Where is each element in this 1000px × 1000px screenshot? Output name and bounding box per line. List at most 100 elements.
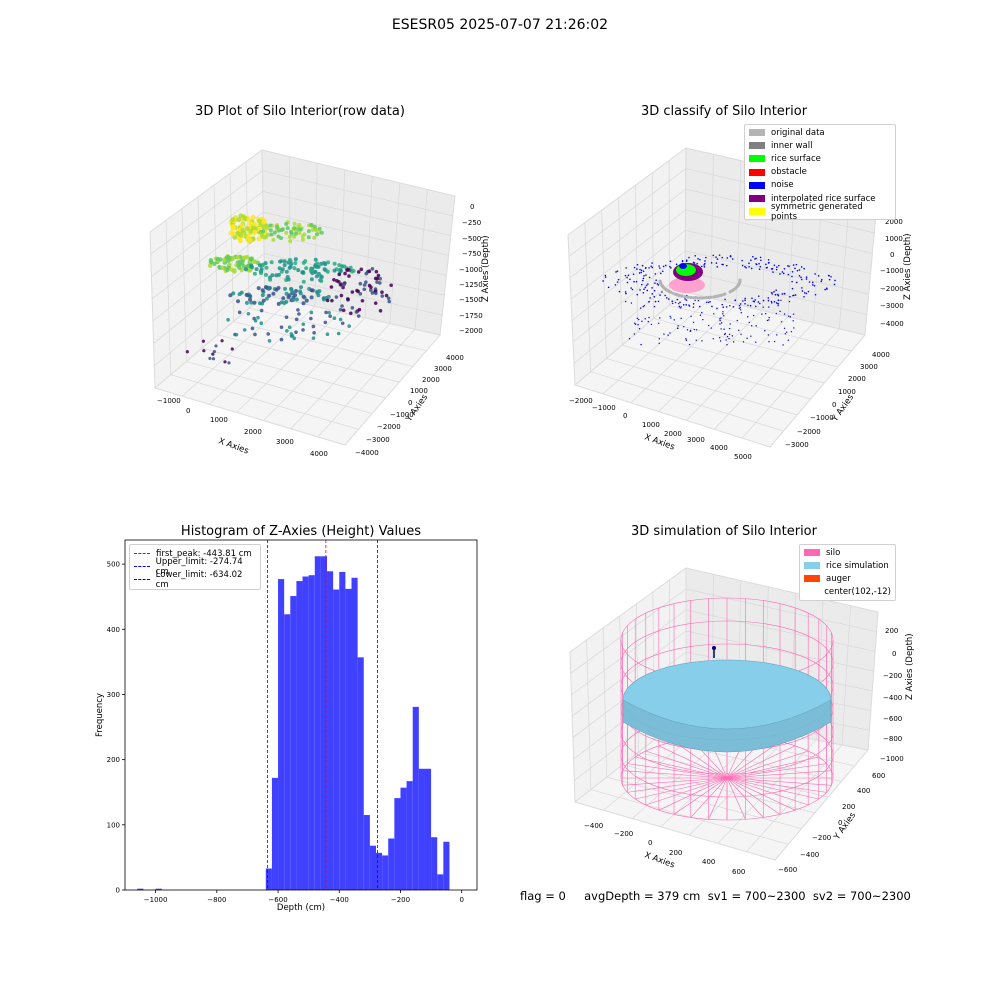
scatter-point	[334, 295, 339, 299]
scatter-point	[322, 267, 327, 272]
scatter-point	[358, 292, 363, 296]
noise-point	[715, 256, 717, 258]
legend-entry: symmetric generated points	[745, 202, 895, 222]
scatter-point	[294, 297, 299, 302]
silo-floor-spoke	[726, 777, 746, 820]
noise-point	[640, 343, 642, 346]
silo-floor-spoke	[673, 777, 728, 815]
noise-point	[725, 339, 727, 341]
scatter-point	[287, 265, 292, 270]
x-tick-label: −2000	[569, 397, 593, 405]
pane-gridline	[573, 271, 686, 364]
x-tick-label: −1000	[144, 896, 168, 904]
pane-gridline	[630, 304, 737, 403]
noise-point	[641, 279, 644, 282]
noise-point	[791, 275, 793, 278]
noise-point	[741, 259, 743, 262]
scatter-point	[288, 239, 293, 244]
noise-point	[759, 256, 762, 259]
noise-point	[658, 342, 660, 345]
noise-point	[721, 303, 724, 306]
noise-point	[811, 281, 814, 284]
noise-point	[644, 318, 646, 320]
histogram-bar	[418, 768, 425, 890]
plot2-y-ticks: −3000 −2000 −1000 0 1000 2000 3000 4000	[785, 351, 890, 449]
pane-gridline	[151, 211, 264, 300]
silo-floor-spoke	[726, 741, 781, 779]
scatter-point	[249, 300, 254, 305]
scatter-point	[261, 298, 266, 303]
noise-point	[722, 263, 724, 266]
scatter-point	[301, 328, 305, 332]
plot2-title: 3D classify of Silo Interior	[640, 104, 808, 119]
noise-point	[700, 265, 703, 268]
histogram-xlabel: Depth (cm)	[277, 903, 325, 913]
original-data-point	[676, 293, 680, 297]
noise-point	[633, 322, 636, 324]
pane-gridline	[569, 188, 686, 279]
noise-point	[812, 284, 814, 286]
noise-point	[669, 265, 671, 268]
noise-point	[773, 340, 776, 343]
scatter-point	[330, 298, 334, 303]
plot3-title: Histogram of Z-Axies (Height) Values	[180, 524, 422, 539]
scatter-point	[256, 236, 262, 242]
noise-point	[775, 312, 778, 315]
noise-point	[679, 307, 681, 309]
scatter-point	[229, 267, 234, 272]
rice-surface-mesh	[622, 659, 832, 741]
noise-point	[685, 338, 687, 340]
noise-point	[731, 258, 734, 260]
plot2-z-ticks: 2000 1000 0 −1000 −2000 −3000 −4000	[880, 218, 904, 328]
noise-point	[729, 255, 732, 258]
histogram-bar	[327, 571, 334, 890]
scatter-point	[346, 267, 350, 272]
noise-point	[720, 322, 723, 324]
x-tick-label: −600	[268, 896, 287, 904]
scatter-point	[268, 228, 273, 233]
original-data-point	[704, 296, 708, 300]
noise-point	[720, 328, 722, 330]
noise-point	[795, 263, 798, 266]
pane-gridline	[685, 250, 869, 295]
noise-point	[648, 267, 650, 269]
noise-point	[744, 265, 746, 268]
scatter-point	[220, 339, 224, 343]
noise-point	[791, 280, 793, 283]
original-data-point	[716, 294, 720, 298]
noise-point	[748, 321, 750, 324]
scatter-point	[261, 229, 266, 234]
legend-entry: auger	[800, 572, 895, 585]
scatter-point	[301, 279, 306, 284]
scatter-point	[246, 311, 251, 316]
noise-point	[729, 323, 731, 325]
scatter-point	[277, 266, 282, 271]
histogram-bar	[320, 556, 328, 890]
scatter-point	[347, 324, 351, 328]
noise-point	[775, 289, 777, 292]
noise-point	[755, 325, 757, 327]
noise-point	[759, 265, 762, 268]
original-data-point	[722, 292, 726, 296]
noise-point	[750, 267, 753, 270]
scatter-point	[292, 234, 297, 239]
scatter-point	[220, 265, 225, 271]
noise-point	[624, 300, 627, 303]
scatter-point	[301, 301, 306, 306]
histogram-bar	[363, 815, 370, 890]
legend-swatch	[804, 575, 820, 583]
legend-entry: silo	[800, 546, 895, 559]
scatter-point	[327, 310, 331, 315]
y-tick-label: 400	[857, 787, 870, 795]
noise-point	[705, 301, 708, 304]
scatter-point	[268, 223, 273, 228]
silo-floor-spoke	[726, 750, 809, 779]
x-tick-label: 1000	[210, 416, 228, 424]
plot1-z-ticks: 0 −250 −500 −750 −1000 −1250 −1500 −1750…	[459, 203, 483, 335]
z-tick-label: −750	[462, 250, 481, 258]
scatter-point	[341, 285, 345, 290]
scatter-point	[314, 228, 319, 233]
noise-point	[669, 260, 672, 263]
noise-point	[654, 282, 656, 284]
histogram-bar	[437, 874, 444, 890]
